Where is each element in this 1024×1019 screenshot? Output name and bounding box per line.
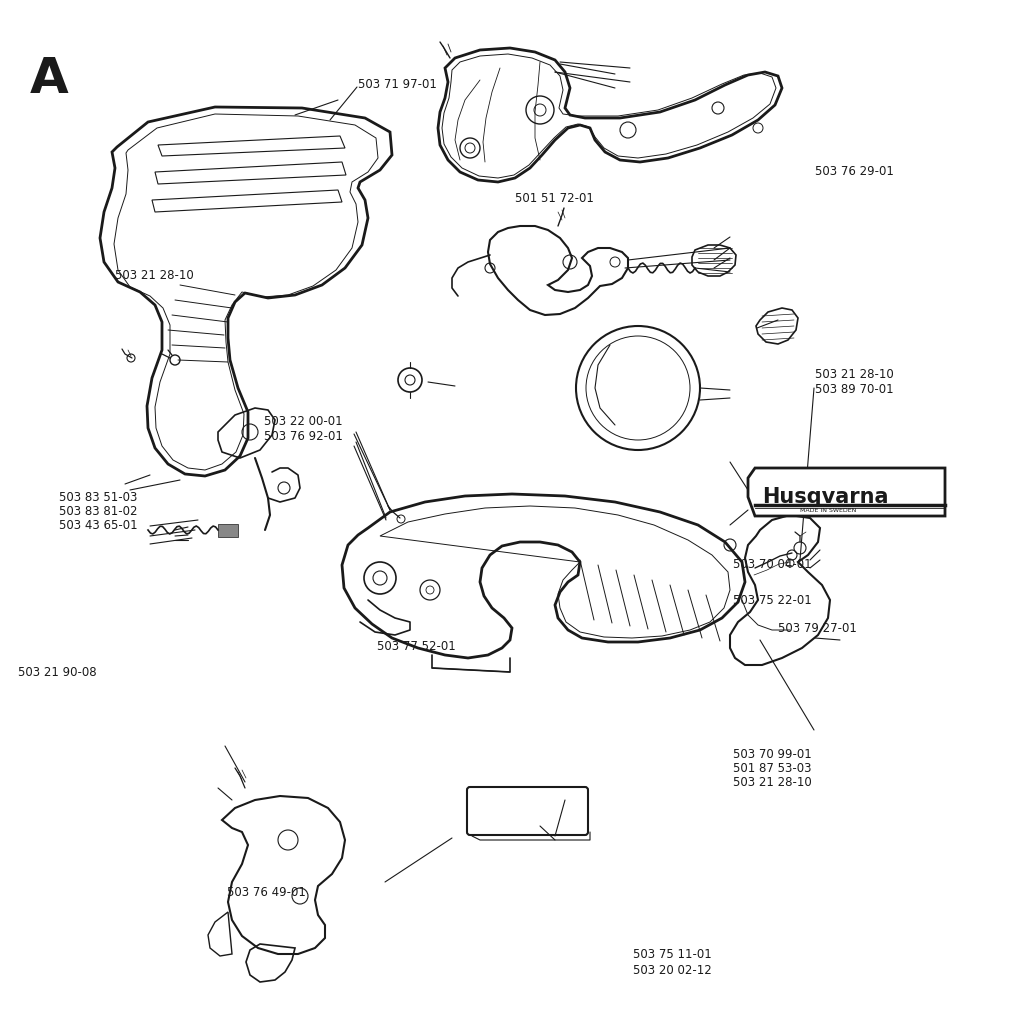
Text: 503 75 22-01: 503 75 22-01 — [733, 594, 812, 606]
Text: 503 76 29-01: 503 76 29-01 — [815, 165, 894, 177]
Text: A: A — [30, 55, 69, 103]
Text: 503 83 51-03: 503 83 51-03 — [59, 491, 138, 503]
Text: 503 77 52-01: 503 77 52-01 — [377, 640, 456, 652]
Text: 503 71 97-01: 503 71 97-01 — [358, 78, 437, 91]
Text: 503 21 28-10: 503 21 28-10 — [733, 776, 812, 789]
Text: 503 79 27-01: 503 79 27-01 — [778, 623, 857, 635]
Text: 501 87 53-03: 501 87 53-03 — [733, 762, 812, 774]
Text: 503 75 11-01: 503 75 11-01 — [633, 949, 712, 961]
Text: 503 70 04-01: 503 70 04-01 — [733, 558, 812, 571]
Text: 503 21 90-08: 503 21 90-08 — [18, 666, 97, 679]
Text: 501 51 72-01: 501 51 72-01 — [515, 193, 594, 205]
Text: 503 21 28-10: 503 21 28-10 — [115, 269, 194, 281]
Text: 503 70 99-01: 503 70 99-01 — [733, 748, 812, 760]
Text: 503 43 65-01: 503 43 65-01 — [59, 520, 138, 532]
Text: 503 76 92-01: 503 76 92-01 — [264, 430, 343, 442]
Polygon shape — [748, 468, 945, 516]
Text: 503 83 81-02: 503 83 81-02 — [59, 505, 138, 518]
Text: 503 20 02-12: 503 20 02-12 — [633, 964, 712, 976]
Polygon shape — [218, 524, 238, 537]
FancyBboxPatch shape — [467, 787, 588, 835]
Text: 503 89 70-01: 503 89 70-01 — [815, 383, 894, 395]
Text: 503 76 49-01: 503 76 49-01 — [227, 887, 306, 899]
Text: Husqvarna: Husqvarna — [762, 487, 889, 507]
Text: MADE IN SWEDEN: MADE IN SWEDEN — [800, 508, 856, 513]
Text: 503 21 28-10: 503 21 28-10 — [815, 369, 894, 381]
Text: 503 22 00-01: 503 22 00-01 — [264, 416, 343, 428]
